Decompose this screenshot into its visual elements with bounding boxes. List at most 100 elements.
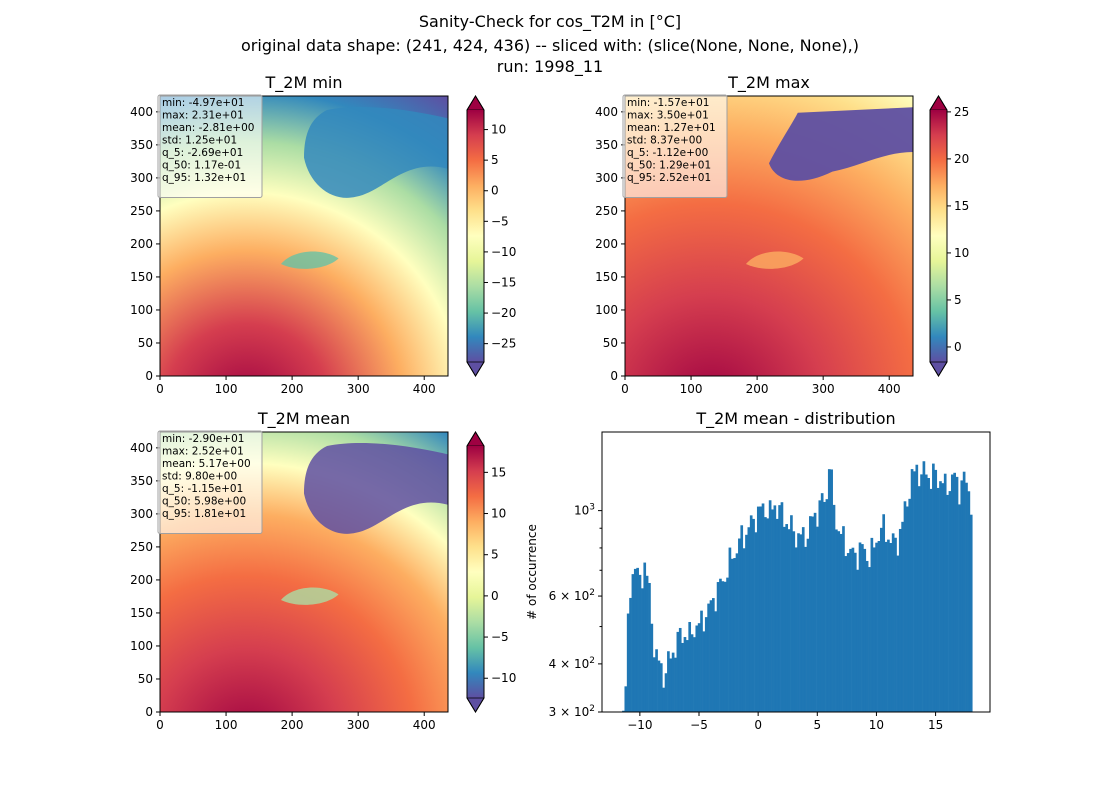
colorbar-tick-label: 0 [491, 589, 499, 603]
colorbar-tick-label: 5 [491, 153, 499, 167]
histogram-bar [721, 581, 725, 712]
histogram-bar [889, 542, 893, 712]
histogram-bar [943, 473, 947, 712]
stats-line: std: 9.80e+00 [162, 471, 237, 483]
stats-line: mean: -2.81e+00 [162, 122, 254, 134]
stats-box-background [622, 94, 728, 198]
y-tick-label: 200 [130, 237, 153, 251]
histogram-bar [868, 567, 871, 712]
histogram-bar [939, 481, 942, 712]
histogram-bar [749, 515, 753, 712]
y-tick-label: 0 [610, 369, 618, 383]
histogram-bar [799, 534, 803, 712]
histogram-bar [901, 521, 904, 712]
y-tick-label: 150 [595, 270, 618, 284]
alps-shape [280, 587, 339, 605]
histogram-bar [775, 518, 779, 712]
y-tick-label: 100 [130, 303, 153, 317]
colorbar-tick-label: −20 [491, 306, 516, 320]
stats-line: min: -2.90e+01 [162, 433, 244, 445]
colorbar: 10 5 0 −5 −10 −15 −20 −25 [466, 95, 516, 377]
histogram-bar [778, 505, 781, 712]
suptitle-line-2: original data shape: (241, 424, 436) -- … [241, 36, 859, 55]
histogram-bar [913, 471, 916, 712]
histogram-bar [953, 472, 956, 712]
x-tick-label: 0 [156, 382, 164, 396]
histogram-bar [929, 488, 933, 712]
colorbar-tick-label: 20 [954, 152, 969, 166]
histogram-bar [664, 673, 668, 712]
y-tick-label: 50 [138, 336, 153, 350]
colorbar-tick-label: −25 [491, 337, 516, 351]
histogram-bar [622, 710, 625, 712]
histogram-bar [835, 529, 838, 712]
stats-line: q_5: -2.69e+01 [162, 147, 243, 159]
histogram-bar [806, 538, 810, 712]
histogram-bar [832, 504, 836, 712]
histogram-bar [858, 542, 862, 712]
stats-line: mean: 5.17e+00 [162, 458, 251, 470]
histogram-bar [837, 531, 841, 712]
colorbar-tick-label: 5 [954, 293, 962, 307]
histogram-bar [955, 476, 959, 712]
histogram-bar [659, 663, 663, 712]
histogram-bar [797, 533, 800, 712]
axes-frame [601, 431, 991, 713]
histogram-bar [891, 533, 895, 712]
x-tick-label: 5 [813, 718, 821, 732]
histogram-bar [742, 548, 746, 712]
y-tick-exponent: 3 [589, 503, 595, 513]
panel-title: T_2M mean - distribution [695, 409, 895, 429]
histogram-bar [844, 556, 848, 712]
histogram-bar [657, 660, 661, 712]
colorbar-tick-label: 25 [954, 105, 969, 119]
histogram-bar [688, 621, 692, 712]
histogram-bar [641, 588, 644, 712]
colorbar-tick-label: 15 [491, 465, 506, 479]
histogram-bar [877, 541, 881, 712]
histogram-bar [896, 555, 900, 712]
histogram-bar [780, 502, 784, 712]
histogram-bar [969, 514, 973, 712]
histogram-bar [636, 567, 639, 712]
suptitle-line-1: Sanity-Check for cos_T2M in [°C] [418, 12, 682, 31]
y-tick-label: 150 [130, 606, 153, 620]
stats-line: std: 8.37e+00 [627, 135, 702, 147]
histogram-bar [861, 544, 864, 712]
y-tick-label: 300 [130, 507, 153, 521]
histogram-bar [700, 610, 703, 712]
x-tick-label: 200 [281, 718, 304, 732]
histogram-bar [962, 471, 966, 712]
x-tick-label: −10 [627, 718, 652, 732]
histogram-bar [818, 500, 822, 712]
histogram-bar [785, 524, 789, 712]
histogram-bar [906, 506, 909, 712]
histogram-bar [830, 469, 833, 712]
histogram-bar [745, 534, 748, 712]
histogram-bar [681, 642, 684, 712]
histogram-bar [915, 464, 919, 712]
stats-line: q_50: 5.98e+00 [162, 496, 246, 508]
x-tick-label: 0 [754, 718, 762, 732]
colorbar-extend-min [466, 697, 485, 713]
histogram-bar [946, 494, 949, 712]
colorbar-tick-label: −10 [491, 245, 516, 259]
y-tick-label: 6 × 102 [549, 588, 595, 603]
histogram-bar [863, 548, 867, 712]
histogram-bar [960, 480, 964, 712]
histogram-bar [927, 478, 930, 712]
histogram-bar [695, 625, 699, 712]
stats-line: min: -1.57e+01 [627, 97, 709, 109]
colorbar-extend-max [466, 431, 485, 447]
scandinavia-shape [769, 107, 913, 181]
histogram-bar [655, 649, 658, 712]
x-tick-label: 100 [215, 718, 238, 732]
histogram-bar [714, 611, 718, 712]
x-tick-label: 100 [215, 382, 238, 396]
histogram-bar [671, 652, 675, 712]
colorbar-tick-label: 15 [954, 199, 969, 213]
y-tick-label: 250 [130, 540, 153, 554]
